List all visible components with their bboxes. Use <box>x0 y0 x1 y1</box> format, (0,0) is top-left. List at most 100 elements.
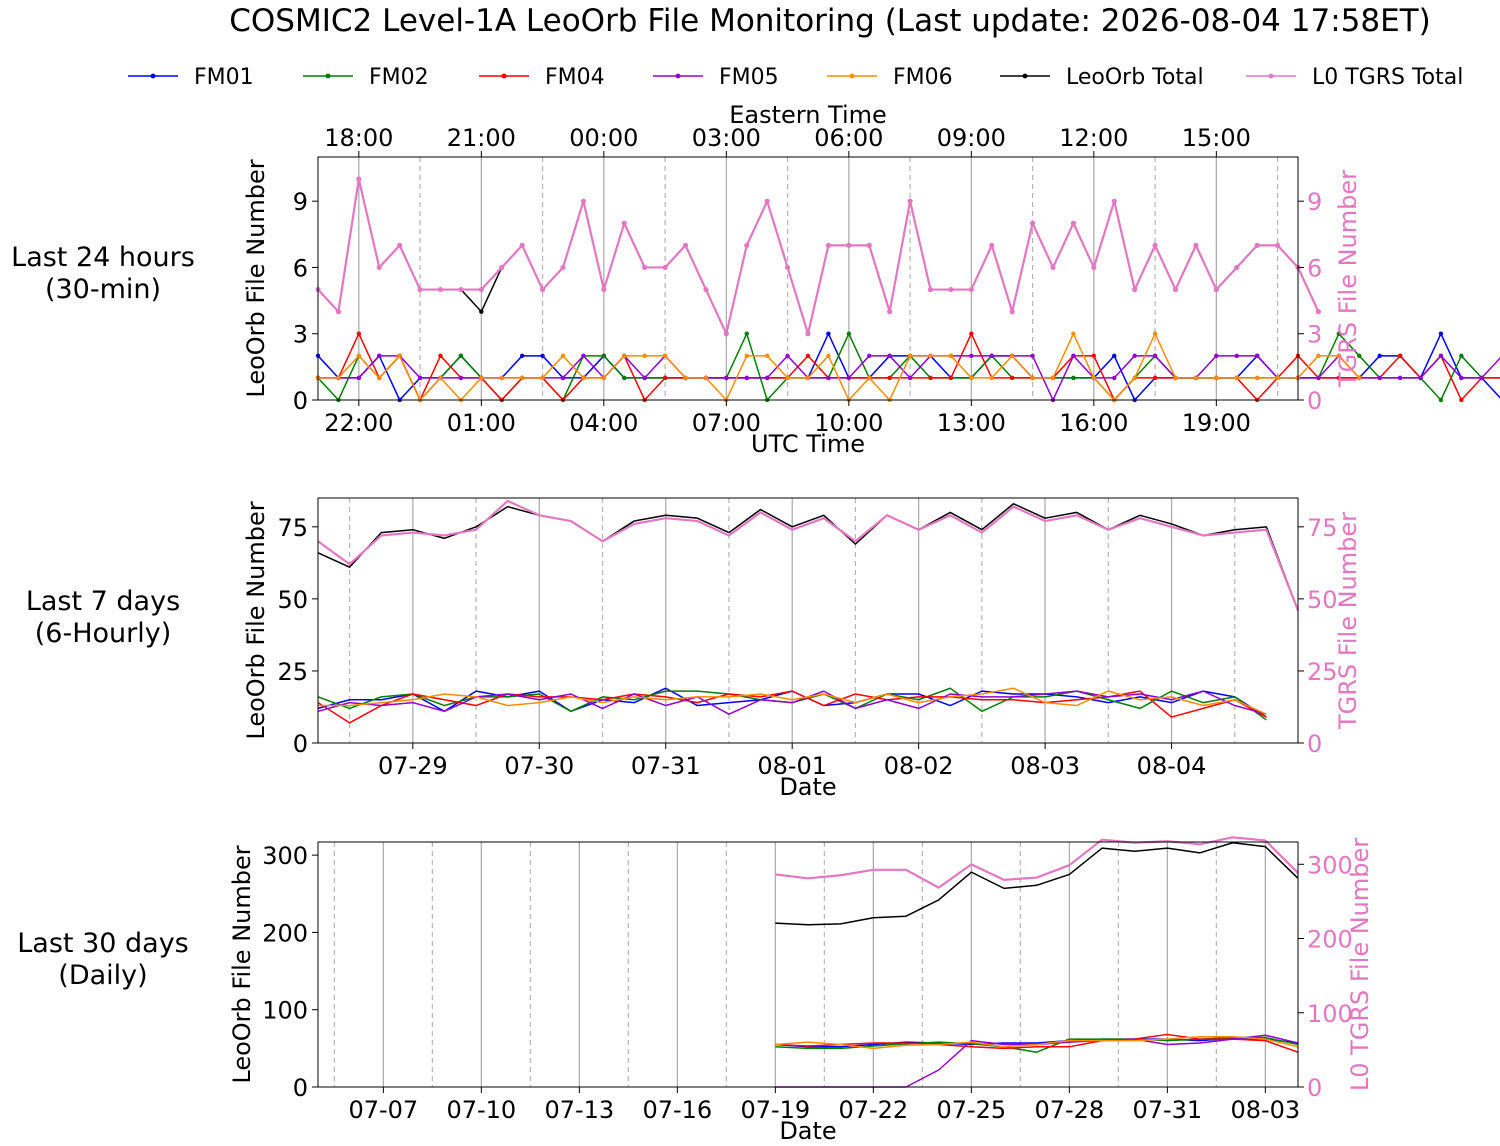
y-tick-label: 0 <box>293 730 308 758</box>
data-point-l0-tgrs-total-3 <box>376 264 382 271</box>
data-point-fm02-21 <box>744 331 749 336</box>
y-tick-label: 9 <box>293 188 308 216</box>
data-point-fm05-20 <box>724 375 729 381</box>
top-x-tick-label: 03:00 <box>692 124 761 152</box>
x-tick-label: 01:00 <box>447 409 516 437</box>
data-point-l0-tgrs-total-49 <box>1315 309 1322 315</box>
data-point-fm05-3 <box>377 353 382 359</box>
data-point-fm04-31 <box>948 375 954 381</box>
data-point-l0-tgrs-total-33 <box>989 242 995 248</box>
data-point-l0-tgrs-total-16 <box>642 264 648 271</box>
x-tick-label: 07-13 <box>544 1096 614 1124</box>
data-point-l0-tgrs-total-45 <box>1234 264 1240 271</box>
data-point-fm02-37 <box>1071 375 1076 381</box>
data-point-fm06-42 <box>1173 375 1178 381</box>
data-point-fm02-55 <box>1438 397 1444 403</box>
data-point-fm04-2 <box>356 331 362 336</box>
x-tick-label: 08-02 <box>884 752 954 780</box>
series-line-leoorb-total <box>317 178 1320 335</box>
data-point-fm04-34 <box>1009 375 1015 381</box>
x-tick-label: 07-29 <box>378 752 448 780</box>
data-point-l0-tgrs-total-22 <box>764 198 770 204</box>
data-point-fm06-18 <box>683 375 688 381</box>
data-point-fm04-28 <box>887 375 892 381</box>
x-tick-label: 07-30 <box>504 752 574 780</box>
top-x-axis-title: Eastern Time <box>729 101 887 129</box>
y-right-tick-label: 200 <box>1307 926 1353 954</box>
data-point-fm05-27 <box>867 353 872 359</box>
data-point-fm05-32 <box>969 353 974 359</box>
data-point-fm06-49 <box>1316 353 1321 359</box>
data-point-fm06-50 <box>1336 353 1342 359</box>
data-point-l0-tgrs-total-38 <box>1091 264 1097 271</box>
x-tick-label: 07-31 <box>1132 1096 1202 1124</box>
data-point-l0-tgrs-total-26 <box>846 242 852 248</box>
data-point-fm05-55 <box>1438 353 1444 359</box>
data-point-fm05-41 <box>1152 353 1158 359</box>
series-line-leoorb-total <box>775 842 1299 926</box>
data-point-l0-tgrs-total-14 <box>601 286 607 293</box>
y-right-axis-title: L0 TGRS File Number <box>1346 838 1374 1091</box>
legend-marker-fm05 <box>675 73 681 79</box>
chart-panel-3: Last 30 days(Daily) 0 100 200 300 0 100 200 300 0… <box>17 836 1374 1145</box>
data-point-l0-tgrs-total-32 <box>968 286 974 293</box>
y-right-tick-label: 75 <box>1307 514 1338 542</box>
y-axis-title: LeoOrb File Number <box>228 845 256 1083</box>
data-point-fm04-53 <box>1397 353 1403 359</box>
data-point-fm06-33 <box>989 375 994 381</box>
y-right-tick-label: 3 <box>1307 321 1322 349</box>
x-tick-label: 08-03 <box>1230 1096 1300 1124</box>
legend-marker-fm01 <box>150 73 156 79</box>
data-point-fm06-43 <box>1193 375 1199 381</box>
data-point-fm06-22 <box>764 353 770 359</box>
series-line-fm06 <box>318 687 1267 715</box>
data-point-fm04-17 <box>662 375 668 381</box>
data-point-fm06-24 <box>805 375 811 381</box>
row-label-2: (6-Hourly) <box>35 618 172 649</box>
data-point-fm06-16 <box>642 353 647 359</box>
data-point-fm06-51 <box>1357 375 1362 381</box>
top-x-tick-label: 12:00 <box>1059 124 1128 152</box>
y-tick-label: 50 <box>277 586 308 614</box>
y-right-axis-title: TGRS File Number <box>1334 512 1362 730</box>
data-point-l0-tgrs-total-28 <box>887 309 893 315</box>
data-point-fm06-30 <box>928 353 933 359</box>
row-label-2: (30-min) <box>45 274 161 305</box>
data-point-fm06-2 <box>356 353 362 359</box>
data-point-fm06-44 <box>1214 375 1219 381</box>
data-point-l0-tgrs-total-13 <box>580 198 587 204</box>
data-point-fm06-45 <box>1234 375 1239 381</box>
data-point-fm05-26 <box>846 375 852 381</box>
data-point-fm04-41 <box>1152 375 1158 381</box>
data-point-fm01-39 <box>1112 353 1117 359</box>
data-point-fm05-52 <box>1377 375 1382 381</box>
row-label-1: Last 7 days <box>26 586 180 617</box>
y-right-tick-label: 25 <box>1307 658 1338 686</box>
data-point-l0-tgrs-total-41 <box>1152 242 1158 248</box>
data-point-l0-tgrs-total-17 <box>662 264 668 271</box>
top-x-tick-label: 21:00 <box>447 124 516 152</box>
data-point-fm01-55 <box>1438 331 1444 336</box>
y-right-tick-label: 0 <box>1307 387 1322 415</box>
x-tick-label: 07-22 <box>838 1096 908 1124</box>
x-tick-label: 10:00 <box>814 409 883 437</box>
data-point-l0-tgrs-total-40 <box>1132 286 1138 293</box>
data-point-fm05-21 <box>744 375 749 381</box>
data-point-l0-tgrs-total-12 <box>560 264 566 271</box>
data-point-fm05-46 <box>1254 353 1260 359</box>
data-point-fm05-16 <box>642 375 647 381</box>
row-label-1: Last 30 days <box>17 928 189 959</box>
data-point-fm05-25 <box>826 375 831 381</box>
data-point-fm05-37 <box>1071 353 1076 359</box>
legend-marker-leoorb-total <box>1022 73 1028 79</box>
data-point-fm06-12 <box>560 353 566 359</box>
data-point-l0-tgrs-total-47 <box>1274 242 1281 248</box>
data-point-fm04-30 <box>928 375 933 381</box>
series-line-leoorb-total <box>317 503 1299 611</box>
data-point-fm06-15 <box>622 353 627 359</box>
data-point-l0-tgrs-total-11 <box>539 286 546 293</box>
data-point-fm02-7 <box>458 353 464 359</box>
x-tick-label: 19:00 <box>1182 409 1251 437</box>
data-point-l0-tgrs-total-21 <box>744 242 750 248</box>
data-point-fm06-34 <box>1009 353 1015 359</box>
